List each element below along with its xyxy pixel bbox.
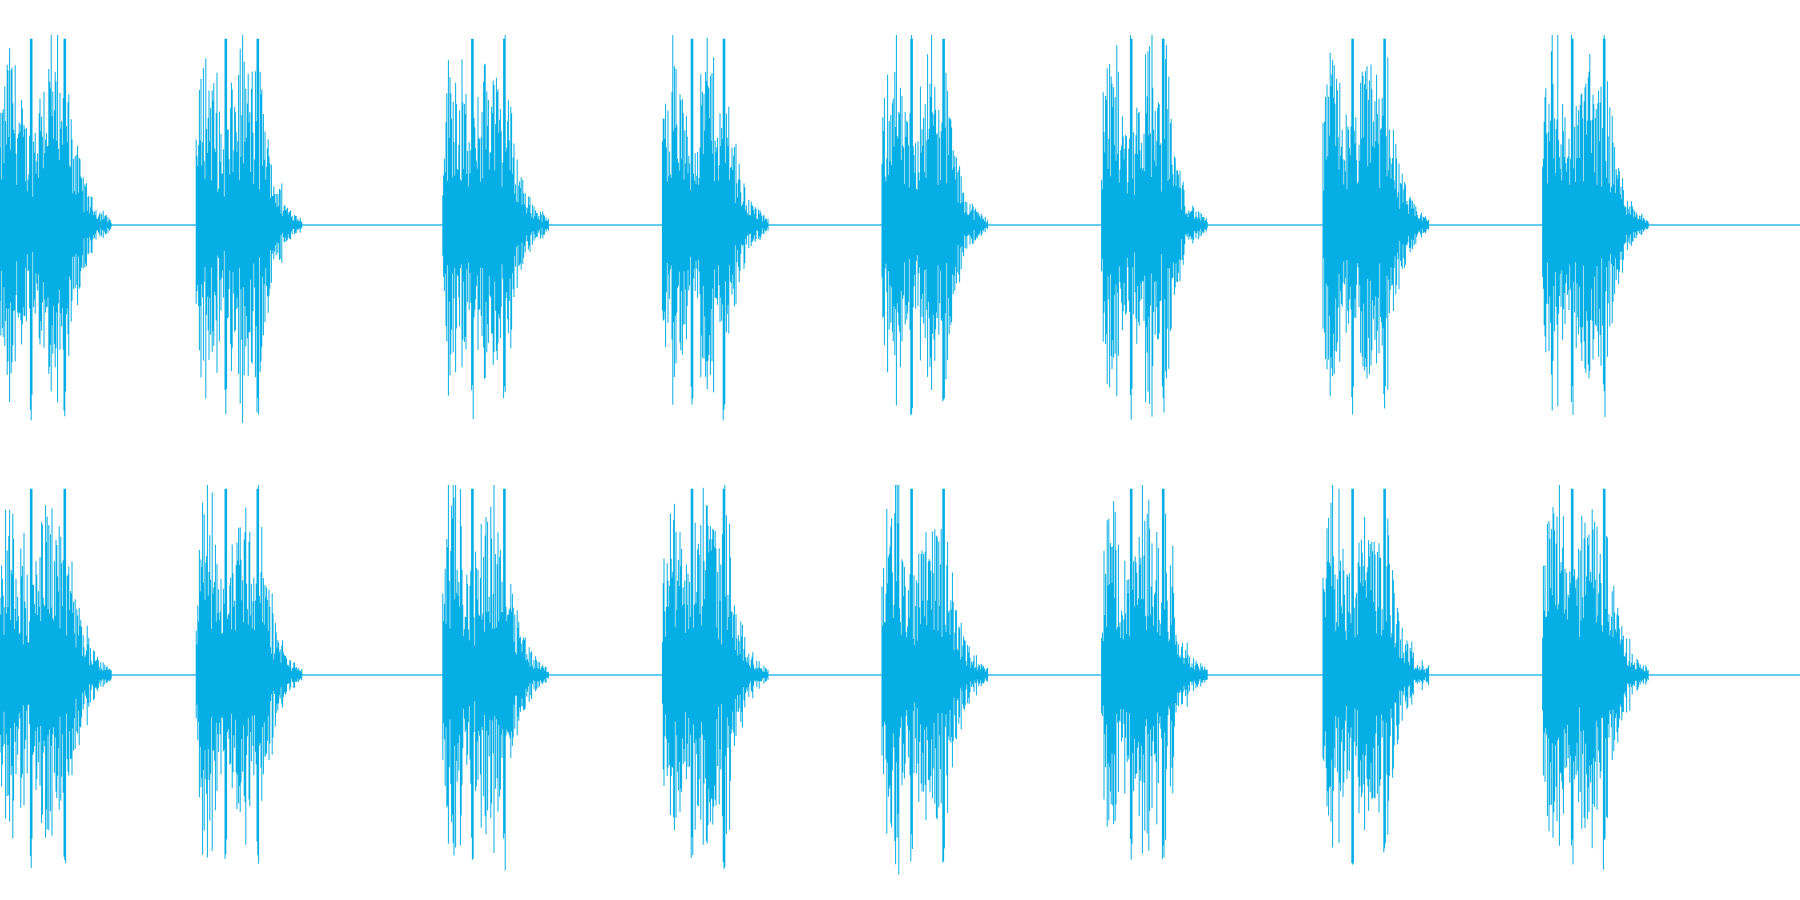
- waveform-burst-path: [195, 485, 303, 864]
- waveform-burst-path: [1101, 485, 1208, 860]
- waveform-burst-path: [442, 485, 549, 871]
- waveform-burst-path: [881, 35, 989, 416]
- waveform-burst-path: [1542, 485, 1649, 870]
- channel-right-waveform: [0, 485, 1800, 875]
- waveform-burst-path: [1101, 35, 1208, 420]
- waveform-burst-path: [661, 35, 769, 421]
- waveform-burst: [881, 485, 989, 875]
- waveform-burst-path: [195, 35, 303, 423]
- waveform-burst-path: [0, 35, 112, 421]
- waveform-burst: [442, 35, 549, 420]
- waveform-burst: [1542, 35, 1649, 417]
- waveform-burst: [1101, 35, 1208, 420]
- waveform-burst-path: [1322, 38, 1430, 415]
- waveform-burst-path: [661, 485, 769, 870]
- waveform-burst: [0, 35, 112, 421]
- channel-left-waveform: [0, 35, 1800, 423]
- waveform-burst: [195, 485, 303, 864]
- waveform-burst: [0, 488, 112, 868]
- waveform-burst: [661, 485, 769, 870]
- waveform-burst-path: [1322, 485, 1430, 865]
- waveform-burst: [661, 35, 769, 421]
- waveform-burst: [1322, 485, 1430, 865]
- waveform-burst-path: [1542, 35, 1649, 417]
- waveform-burst: [195, 35, 303, 423]
- waveform-burst: [1322, 38, 1430, 415]
- waveform-burst-path: [442, 35, 549, 420]
- waveform-burst: [1101, 485, 1208, 860]
- waveform-burst: [1542, 485, 1649, 870]
- waveform-burst-path: [0, 488, 112, 868]
- waveform-burst-path: [881, 485, 989, 875]
- waveform-burst: [442, 485, 549, 871]
- waveform-burst: [881, 35, 989, 416]
